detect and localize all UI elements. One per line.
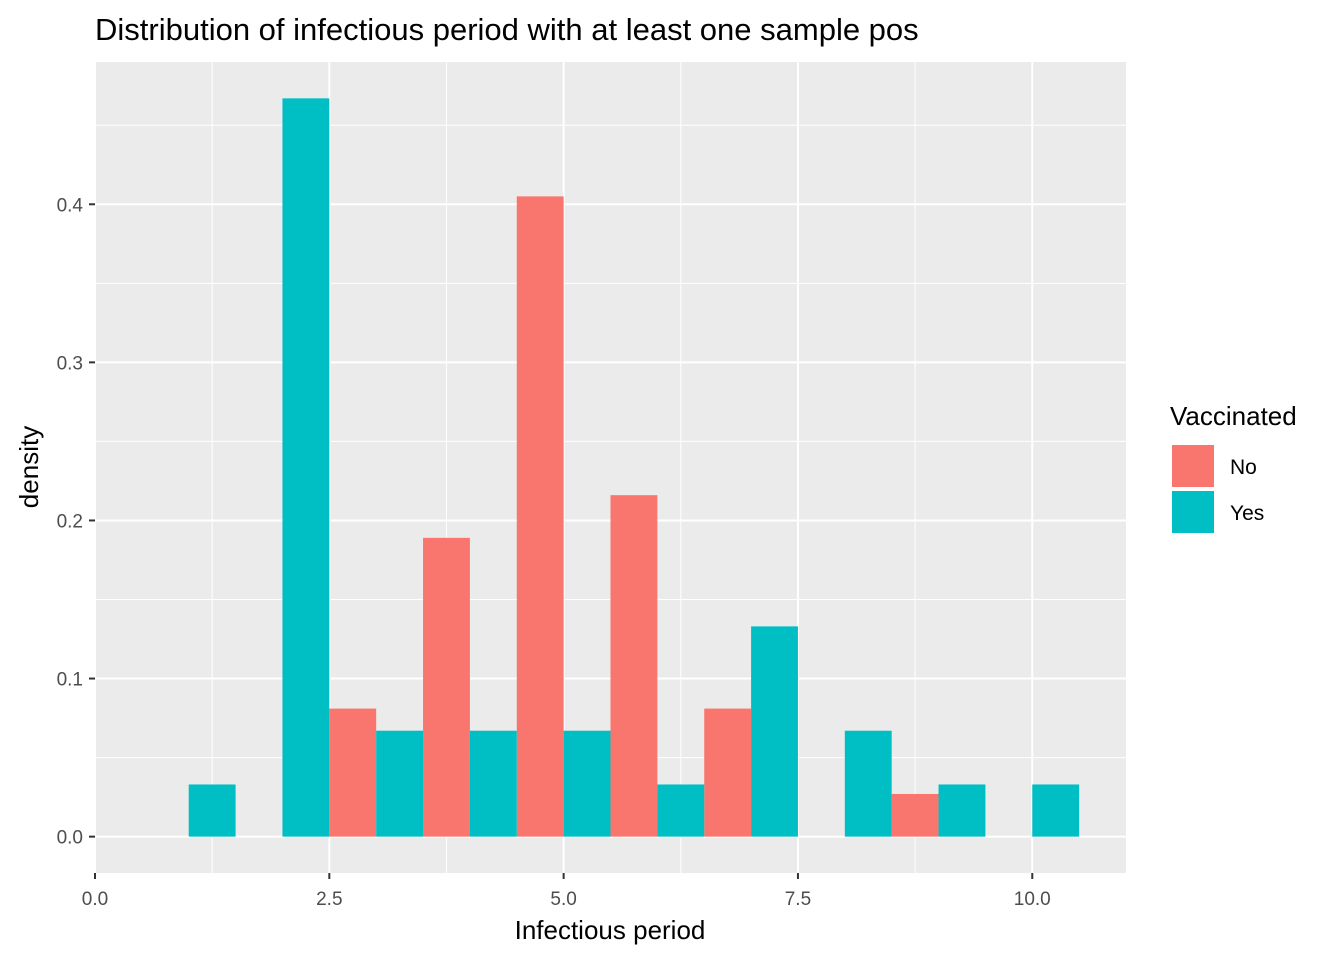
bar-no bbox=[891, 793, 939, 837]
legend-key-no bbox=[1172, 445, 1214, 487]
bar-yes bbox=[376, 730, 424, 837]
bar-yes bbox=[1032, 784, 1080, 837]
bar-yes bbox=[657, 784, 705, 837]
legend-key-yes bbox=[1172, 491, 1214, 533]
x-tick-label: 5.0 bbox=[550, 889, 576, 910]
bar-yes bbox=[469, 730, 517, 837]
y-tick-label: 0.3 bbox=[57, 353, 83, 374]
bar-no bbox=[704, 708, 752, 837]
bar-yes bbox=[563, 730, 611, 837]
y-tick-label: 0.2 bbox=[57, 511, 83, 532]
x-axis: 0.0 2.5 5.0 7.5 10.0 bbox=[82, 873, 1051, 910]
x-tick-label: 7.5 bbox=[785, 889, 811, 910]
bar-no bbox=[610, 495, 658, 837]
bar-yes bbox=[938, 784, 986, 837]
chart-title: Distribution of infectious period with a… bbox=[95, 12, 919, 47]
x-tick-label: 0.0 bbox=[82, 889, 108, 910]
bars-group bbox=[188, 98, 1080, 837]
x-axis-title: Infectious period bbox=[515, 915, 706, 945]
bar-yes bbox=[282, 98, 330, 837]
legend-label-yes: Yes bbox=[1230, 502, 1264, 525]
y-tick-label: 0.0 bbox=[57, 828, 83, 849]
x-tick-label: 2.5 bbox=[316, 889, 342, 910]
bar-yes bbox=[188, 784, 236, 837]
y-tick-label: 0.1 bbox=[57, 670, 83, 691]
legend-label-no: No bbox=[1230, 456, 1257, 479]
y-tick-label: 0.4 bbox=[57, 195, 84, 216]
bar-no bbox=[516, 196, 564, 837]
y-axis: 0.0 0.1 0.2 0.3 0.4 bbox=[57, 195, 95, 849]
legend: Vaccinated No Yes bbox=[1170, 401, 1297, 533]
bar-yes bbox=[844, 730, 892, 837]
bar-no bbox=[423, 537, 470, 837]
legend-items: No Yes bbox=[1172, 445, 1264, 533]
y-axis-title: density bbox=[14, 426, 44, 508]
bar-yes bbox=[751, 626, 798, 837]
bar-no bbox=[329, 708, 377, 837]
legend-title: Vaccinated bbox=[1170, 401, 1297, 431]
x-tick-label: 10.0 bbox=[1014, 889, 1051, 910]
